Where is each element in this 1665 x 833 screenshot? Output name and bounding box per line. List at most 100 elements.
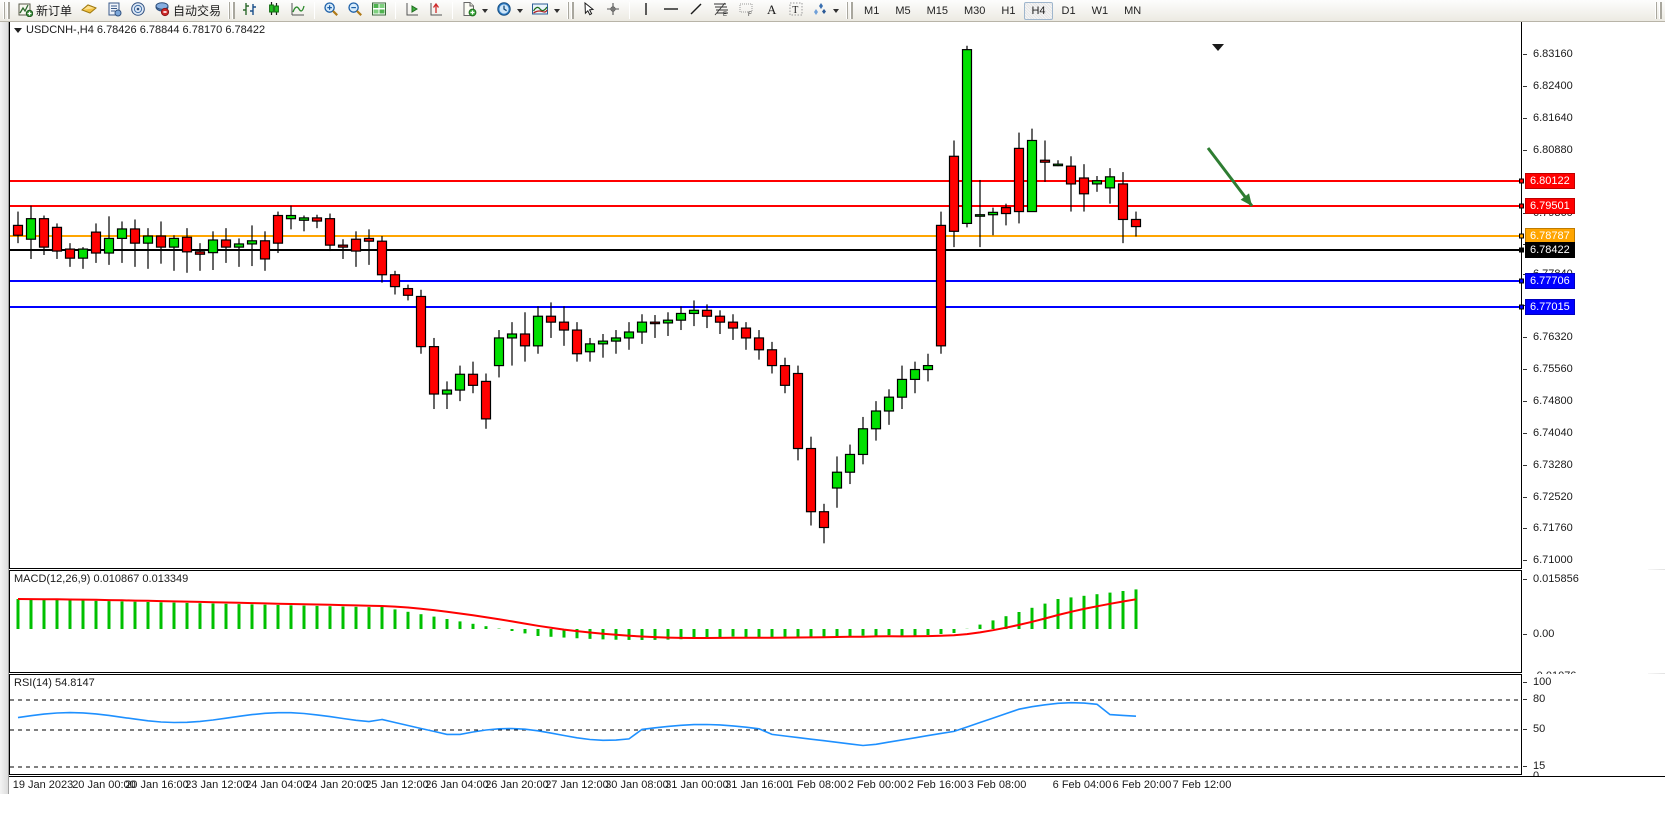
candle-36[interactable] [480, 373, 492, 429]
candle-46[interactable] [610, 330, 622, 354]
candle-17[interactable] [233, 238, 245, 267]
candle-18[interactable] [246, 225, 258, 267]
market-watch-button[interactable] [127, 1, 149, 21]
candle-6[interactable] [90, 223, 102, 263]
candle-59[interactable] [779, 357, 791, 394]
candle-52[interactable] [688, 300, 700, 327]
pane-collapse-marker-icon[interactable] [1212, 44, 1224, 51]
candle-83[interactable] [1091, 176, 1103, 192]
candle-63[interactable] [831, 456, 843, 508]
toolbar-grip-2[interactable] [228, 2, 236, 19]
candle-47[interactable] [623, 322, 635, 350]
candle-84[interactable] [1104, 168, 1116, 204]
candle-64[interactable] [844, 444, 856, 485]
candle-41[interactable] [545, 302, 557, 338]
timeframe-m1[interactable]: M1 [864, 4, 880, 17]
price-level-handle[interactable] [1519, 247, 1524, 253]
price-level-handle[interactable] [1519, 278, 1524, 284]
candle-33[interactable] [441, 381, 453, 410]
candle-12[interactable] [168, 235, 180, 271]
candle-37[interactable] [493, 330, 505, 378]
candle-24[interactable] [324, 213, 336, 252]
candle-67[interactable] [883, 389, 895, 425]
candle-13[interactable] [181, 228, 193, 273]
candle-58[interactable] [766, 341, 778, 374]
candle-76[interactable] [1000, 203, 1012, 226]
candle-51[interactable] [675, 306, 687, 331]
bar-chart-button[interactable] [239, 1, 261, 21]
candle-65[interactable] [857, 416, 869, 465]
candle-34[interactable] [454, 365, 466, 402]
candle-77[interactable] [1013, 132, 1025, 224]
price-pane[interactable]: USDCNH-,H4 6.78426 6.78844 6.78170 6.784… [9, 22, 1522, 569]
timeframe-mn[interactable]: MN [1124, 4, 1142, 17]
price-level-badge-6.77015[interactable]: 6.77015 [1519, 299, 1575, 315]
candle-42[interactable] [558, 306, 570, 346]
candle-78[interactable] [1026, 128, 1038, 213]
candle-19[interactable] [259, 231, 271, 271]
horizontal-line-button[interactable] [659, 1, 683, 21]
toolbar-grip[interactable] [3, 2, 10, 19]
candle-86[interactable] [1130, 211, 1142, 237]
candle-45[interactable] [597, 333, 609, 358]
candle-32[interactable] [428, 337, 440, 410]
price-scale[interactable]: 6.831606.824006.816406.808806.793606.786… [1519, 22, 1665, 598]
candle-10[interactable] [142, 228, 154, 269]
candle-21[interactable] [285, 205, 297, 230]
candle-27[interactable] [363, 229, 375, 265]
price-level-handle[interactable] [1519, 304, 1524, 310]
candle-20[interactable] [272, 211, 284, 254]
indicators-button[interactable] [528, 1, 563, 21]
candlestick-chart-button[interactable] [263, 1, 285, 21]
price-level-badge-6.78422[interactable]: 6.78422 [1519, 242, 1575, 258]
toolbar-grip-3[interactable] [567, 2, 575, 19]
auto-trading-button[interactable]: 自动交易 [151, 1, 224, 21]
candle-0[interactable] [12, 211, 24, 244]
rsi-scale[interactable]: 1008050150 [1523, 674, 1665, 782]
candle-53[interactable] [701, 304, 713, 329]
candle-79[interactable] [1039, 140, 1051, 182]
candle-55[interactable] [727, 314, 739, 340]
timeframe-w1[interactable]: W1 [1091, 4, 1109, 17]
candle-66[interactable] [870, 401, 882, 441]
candle-16[interactable] [220, 228, 232, 263]
new-order-button[interactable]: 新订单 [14, 1, 75, 21]
candle-70[interactable] [922, 353, 934, 382]
zoom-out-button[interactable] [344, 1, 366, 21]
price-level-handle[interactable] [1519, 203, 1524, 209]
bearish-arrow[interactable] [1206, 147, 1254, 207]
toolbar-grip-5[interactable] [1655, 2, 1662, 19]
indicators-caret-icon[interactable] [554, 8, 561, 13]
candle-74[interactable] [974, 179, 986, 248]
candle-72[interactable] [948, 140, 960, 248]
candle-62[interactable] [818, 503, 830, 544]
templates-caret-icon[interactable] [482, 8, 489, 13]
line-chart-button[interactable] [287, 1, 309, 21]
tile-windows-button[interactable] [368, 1, 390, 21]
candle-11[interactable] [155, 221, 167, 264]
price-level-badge-6.79501[interactable]: 6.79501 [1519, 198, 1575, 214]
chart-collapse-icon[interactable] [14, 27, 22, 33]
text-button[interactable]: A [761, 1, 783, 21]
timeframe-m30[interactable]: M30 [964, 4, 986, 17]
left-scrollbar[interactable] [0, 22, 9, 833]
templates-button[interactable] [458, 1, 491, 21]
macd-pane[interactable]: MACD(12,26,9) 0.010867 0.013349 [9, 570, 1522, 673]
time-scale[interactable]: 19 Jan 2023 20 Jan 00:00 20 Jan 16:00 23 Ja… [9, 776, 1665, 794]
vertical-line-button[interactable] [635, 1, 657, 21]
candle-48[interactable] [636, 314, 648, 344]
candle-8[interactable] [116, 221, 128, 263]
candle-56[interactable] [740, 322, 752, 350]
candle-40[interactable] [532, 306, 544, 354]
candle-54[interactable] [714, 310, 726, 334]
candle-30[interactable] [402, 284, 414, 301]
candle-25[interactable] [337, 239, 349, 259]
candle-28[interactable] [376, 236, 388, 283]
candle-50[interactable] [662, 312, 674, 336]
period-caret-icon[interactable] [517, 8, 524, 13]
timeframe-h4[interactable]: H4 [1024, 1, 1053, 20]
candle-1[interactable] [25, 205, 37, 259]
candle-2[interactable] [38, 215, 50, 256]
candle-60[interactable] [792, 365, 804, 461]
candle-61[interactable] [805, 436, 817, 526]
